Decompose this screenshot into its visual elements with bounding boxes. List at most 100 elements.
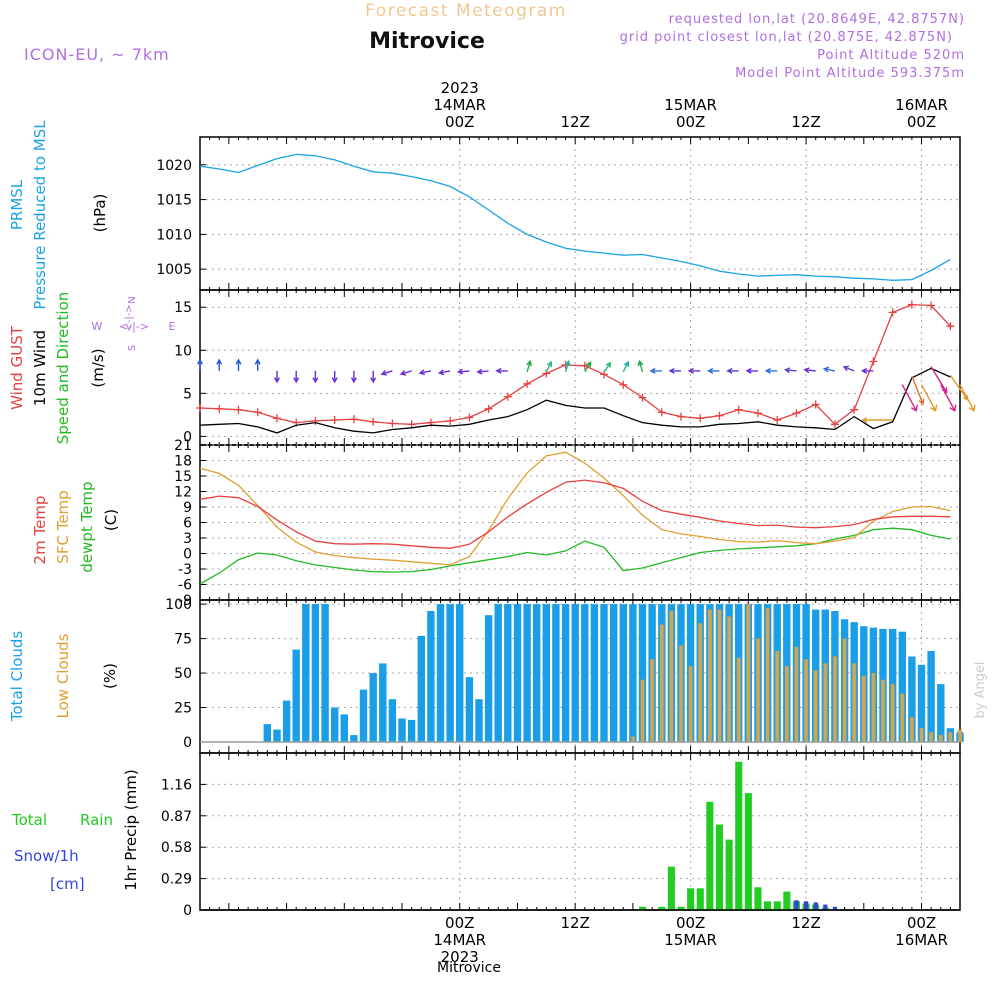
- total-cloud-bar: [542, 604, 550, 742]
- wind-direction-arrow: [668, 367, 681, 374]
- panel-frame: [199, 136, 961, 291]
- direction-label: Speed and Direction: [54, 292, 72, 445]
- low-cloud-bar: [813, 670, 818, 743]
- wind-direction-arrow: [860, 367, 874, 374]
- wind-direction-arrow: [216, 358, 223, 371]
- bottom-time-axis: 00Z14MAR202312Z00Z15MAR12Z00Z16MAR12Z: [433, 914, 948, 966]
- dewpoint-line: [199, 527, 951, 585]
- low-cloud-bar: [852, 663, 857, 743]
- rain-bar: [764, 901, 772, 910]
- gust-marker: [927, 301, 936, 310]
- gust-marker: [369, 417, 378, 426]
- low-cloud-bar: [765, 608, 770, 743]
- y-tick-label: 0: [183, 547, 192, 563]
- wind-direction-arrow: [784, 367, 797, 374]
- bottom-time-label: 16MAR: [895, 931, 948, 949]
- wind-direction-arrow: [649, 367, 662, 374]
- top-time-axis: 202314MAR00Z12Z15MAR00Z12Z16MAR00Z12Z: [433, 79, 947, 131]
- compass-we-arrows: <-|->: [119, 320, 149, 333]
- gust-marker: [446, 416, 455, 425]
- y-tick-label: 1015: [156, 193, 192, 209]
- footer-location: Mitrovice: [437, 960, 501, 976]
- gust-marker: [234, 405, 243, 414]
- wind-direction-arrow: [911, 375, 925, 406]
- rain-bar: [696, 888, 704, 910]
- wind-direction-arrow: [196, 358, 204, 371]
- total-cloud-bar: [369, 673, 377, 742]
- y-tick-label: 10: [174, 343, 192, 359]
- low-cloud-bar: [890, 683, 895, 743]
- rain-bar: [715, 824, 723, 910]
- total-cloud-bar: [927, 651, 935, 742]
- wind-direction-arrow: [861, 416, 893, 424]
- clouds-unit-label: (%): [101, 663, 119, 689]
- rain-bar: [735, 761, 743, 910]
- snow-bar: [823, 904, 828, 910]
- low-cloud-bar: [669, 610, 674, 743]
- low-cloud-bar: [929, 732, 934, 743]
- total-cloud-bar: [600, 604, 608, 742]
- wind-direction-arrow: [273, 370, 281, 384]
- gust-marker: [253, 408, 262, 417]
- low-cloud-bar: [775, 650, 780, 743]
- rain-bar: [677, 906, 685, 910]
- low-clouds-label: Low Clouds: [54, 633, 72, 718]
- gust-marker: [330, 416, 339, 425]
- wind-direction-arrow: [940, 384, 957, 412]
- low-cloud-bar: [842, 638, 847, 743]
- y-tick-label: -9: [178, 593, 192, 609]
- gust-marker: [734, 405, 743, 414]
- wind-direction-arrow: [584, 361, 592, 373]
- wind-direction-arrow: [930, 366, 948, 394]
- wind-direction-arrow: [726, 367, 739, 374]
- gust-marker: [388, 419, 397, 428]
- y-tick-label: 1010: [156, 227, 192, 243]
- clouds-panel: 0 25 50 75 100: [165, 597, 964, 754]
- low-cloud-bar: [938, 734, 943, 743]
- total-cloud-bar: [533, 604, 541, 742]
- temp-2m-line: [199, 479, 951, 549]
- bottom-time-label: 15MAR: [664, 931, 717, 949]
- y-tick-label: 5: [183, 386, 192, 402]
- wind-label: 10m Wind: [31, 330, 49, 406]
- gust-marker: [811, 400, 820, 409]
- total-cloud-bar: [359, 689, 368, 742]
- compass-ns-arrows: <-|->: [124, 304, 135, 331]
- y-tick-label: 0: [183, 429, 192, 445]
- gust-marker: [946, 322, 955, 331]
- total-label: Total: [11, 811, 47, 829]
- grid-coords: grid point closest lon,lat (20.875E, 42.…: [620, 30, 953, 45]
- low-cloud-bar: [919, 727, 924, 743]
- wind-unit-label: (m/s): [89, 348, 107, 387]
- low-cloud-bar: [803, 659, 809, 743]
- gust-marker: [657, 408, 666, 417]
- gust-marker: [792, 409, 801, 418]
- low-cloud-bar: [784, 665, 789, 743]
- y-tick-label: 0.29: [161, 872, 192, 888]
- wind-direction-arrow: [603, 361, 612, 373]
- pressure-panel: 1005 1010 1015 1020: [156, 136, 961, 291]
- rain-bar: [639, 906, 647, 910]
- y-tick-label: 1005: [156, 262, 192, 278]
- total-cloud-bar: [610, 604, 618, 742]
- total-cloud-bar: [908, 656, 916, 742]
- low-cloud-bar: [900, 693, 905, 743]
- top-time-label: 00Z: [676, 113, 705, 131]
- total-cloud-bar: [446, 604, 454, 742]
- top-time-label: 2023: [441, 79, 479, 97]
- wind-direction-arrow: [822, 366, 836, 373]
- bottom-time-label: 12Z: [791, 914, 820, 932]
- pressure-unit-label: (hPa): [91, 194, 109, 233]
- low-cloud-bar: [909, 716, 914, 743]
- gust-marker: [638, 393, 647, 402]
- precipitation-panel: 0 0.29 0.58 0.87 1.16: [161, 752, 961, 919]
- compass-w: W: [92, 320, 103, 333]
- top-time-label: 12Z: [791, 113, 820, 131]
- low-cloud-bar: [871, 672, 876, 743]
- bottom-time-label: 00Z: [907, 914, 936, 932]
- top-time-label: 12Z: [561, 113, 590, 131]
- top-time-label: 14MAR: [433, 96, 486, 114]
- surface-temp-line: [199, 451, 951, 566]
- snow-bar: [803, 901, 809, 910]
